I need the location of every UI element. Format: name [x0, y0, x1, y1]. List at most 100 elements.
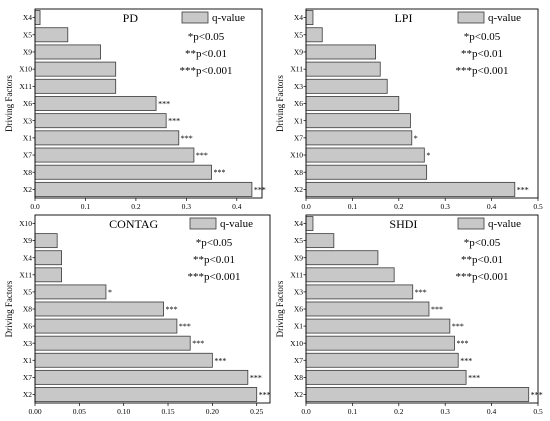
chart-title: CONTAG: [109, 217, 158, 231]
plot-frame: [34, 214, 271, 404]
bar-x7: [34, 147, 195, 163]
legend-swatch: [181, 11, 209, 24]
significance-label: ***: [214, 356, 226, 365]
significance-note: **p<0.01: [461, 48, 503, 60]
bar-x6: [305, 301, 430, 317]
significance-label: ***: [531, 390, 543, 399]
bar-x6: [34, 318, 178, 334]
bar-x6: [305, 96, 400, 111]
bar-x5: [34, 284, 107, 300]
significance-label: ***: [259, 390, 271, 399]
bar-x3: [34, 113, 167, 129]
category-label-x10: X10: [290, 339, 303, 348]
significance-label: ***: [158, 100, 170, 109]
category-label-x10: X10: [19, 219, 32, 228]
significance-note: **p<0.01: [461, 254, 503, 266]
legend-label: q-value: [488, 218, 521, 230]
x-tick-label: 0.15: [161, 407, 174, 416]
x-tick-label: 0.20: [206, 407, 219, 416]
significance-label: ***: [166, 305, 178, 314]
category-label-x2: X2: [23, 390, 32, 399]
bar-x8: [305, 164, 428, 180]
significance-label: ***: [181, 134, 193, 143]
legend-label: q-value: [212, 12, 245, 24]
category-label-x6: X6: [23, 322, 32, 331]
bar-x8: [305, 369, 467, 385]
significance-label: ***: [250, 373, 262, 382]
significance-label: ***: [460, 356, 472, 365]
category-label-x9: X9: [23, 236, 32, 245]
legend-label: q-value: [488, 12, 521, 24]
category-label-x7: X7: [23, 151, 32, 160]
chart-panel-shdi: X2 *** X8 *** X7 *** X10 *** X1 *** X6 *** X3 *** X11 X…: [275, 214, 543, 416]
category-label-x5: X5: [294, 30, 303, 39]
significance-note: ***p<0.001: [188, 271, 241, 283]
category-label-x5: X5: [23, 288, 32, 297]
category-label-x2: X2: [23, 185, 32, 194]
bar-x7: [305, 352, 459, 368]
significance-note: *p<0.05: [188, 31, 225, 43]
category-label-x4: X4: [294, 219, 303, 228]
bar-x9: [34, 44, 101, 60]
category-label-x7: X7: [294, 133, 303, 142]
x-tick-label: 0.2: [131, 202, 141, 211]
bar-x5: [305, 233, 335, 249]
bar-x9: [305, 250, 379, 266]
x-tick-label: 0.1: [81, 202, 91, 211]
category-label-x4: X4: [23, 13, 32, 22]
significance-note: ***p<0.001: [456, 65, 509, 77]
bar-x7: [34, 369, 249, 385]
significance-note: **p<0.01: [185, 48, 227, 60]
bar-x5: [305, 27, 323, 43]
plot-frame: [34, 8, 263, 199]
category-label-x6: X6: [294, 99, 303, 108]
significance-label: ***: [214, 168, 226, 177]
significance-note: **p<0.01: [193, 254, 235, 266]
x-tick-label: 0.1: [348, 407, 358, 416]
significance-note: *p<0.05: [464, 237, 501, 249]
category-label-x2: X2: [294, 185, 303, 194]
x-tick-label: 0.05: [73, 407, 86, 416]
x-tick-label: 0.4: [487, 202, 497, 211]
x-tick-label: 0.1: [348, 202, 358, 211]
category-label-x7: X7: [23, 373, 32, 382]
bar-x2: [305, 181, 516, 197]
category-label-x8: X8: [294, 373, 303, 382]
chart-title: SHDI: [389, 217, 417, 231]
significance-note: ***p<0.001: [456, 271, 509, 283]
category-label-x10: X10: [290, 151, 303, 160]
bar-x2: [34, 387, 258, 402]
chart-panel-contag: X2 *** X7 *** X1 *** X3 *** X6 *** X8 *** X5 * X11 X4 X9…: [4, 214, 271, 416]
y-axis-label: Driving Factors: [275, 75, 285, 132]
significance-label: ***: [415, 288, 427, 297]
x-tick-label: 0.0: [30, 202, 40, 211]
significance-label: ***: [196, 151, 208, 160]
bar-x2: [305, 387, 530, 402]
category-label-x6: X6: [23, 99, 32, 108]
chart-title: PD: [123, 11, 139, 25]
category-label-x1: X1: [294, 322, 303, 331]
x-tick-label: 0.2: [394, 202, 404, 211]
category-label-x11: X11: [290, 270, 303, 279]
legend-swatch: [457, 11, 485, 24]
bar-x9: [305, 44, 376, 60]
category-label-x10: X10: [19, 65, 32, 74]
bar-x3: [34, 335, 191, 351]
bar-x4: [34, 250, 63, 266]
category-label-x8: X8: [294, 168, 303, 177]
category-label-x4: X4: [23, 253, 32, 262]
x-tick-label: 0.10: [117, 407, 130, 416]
significance-label: ***: [254, 185, 266, 194]
significance-label: ***: [168, 117, 180, 126]
bar-x4: [305, 10, 314, 26]
x-tick-label: 0.5: [533, 407, 543, 416]
category-label-x8: X8: [23, 168, 32, 177]
x-tick-label: 0.0: [301, 407, 311, 416]
x-tick-label: 0.00: [28, 407, 41, 416]
bar-x1: [305, 113, 411, 129]
bar-x2: [34, 181, 253, 197]
bar-x3: [305, 284, 414, 300]
bar-x11: [305, 61, 381, 77]
significance-note: *p<0.05: [196, 237, 233, 249]
category-label-x5: X5: [23, 30, 32, 39]
